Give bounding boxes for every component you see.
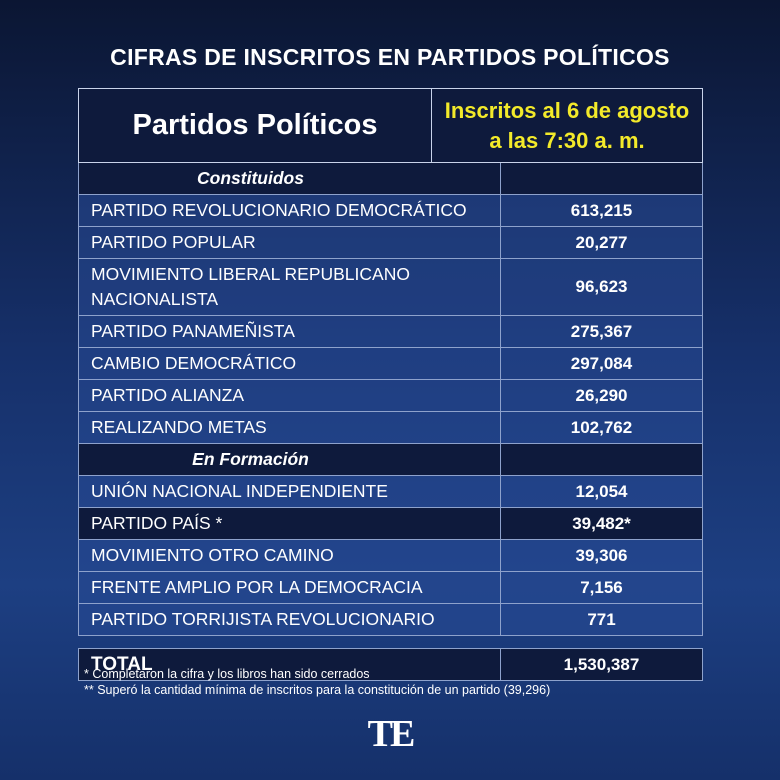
party-count: 96,623	[575, 277, 628, 296]
party-row: PARTIDO PANAMEÑISTA 275,367	[78, 316, 703, 348]
party-name: PARTIDO POPULAR	[79, 227, 501, 258]
party-name: REALIZANDO METAS	[79, 412, 501, 443]
header-party: Partidos Políticos	[79, 89, 432, 162]
party-count: 771	[587, 609, 616, 629]
footnote: ** Superó la cantidad mínima de inscrito…	[84, 683, 551, 697]
party-count: 102,762	[570, 417, 633, 437]
total-label: TOTAL	[79, 649, 501, 680]
party-name: CAMBIO DEMOCRÁTICO	[79, 348, 501, 379]
header-count-line: a las 7:30 a. m.	[489, 127, 645, 153]
party-count: 613,215	[570, 200, 633, 220]
party-count: 297,084	[570, 353, 633, 373]
party-row: UNIÓN NACIONAL INDEPENDIENTE 12,054	[78, 476, 703, 508]
party-name: PARTIDO REVOLUCIONARIO DEMOCRÁTICO	[79, 195, 501, 226]
party-row: MOVIMIENTO OTRO CAMINO 39,306	[78, 540, 703, 572]
party-count: 39,306	[575, 545, 628, 565]
section-row: En Formación	[78, 444, 703, 476]
total-row: TOTAL 1,530,387	[78, 648, 703, 681]
party-row: CAMBIO DEMOCRÁTICO 297,084	[78, 348, 703, 380]
logo: TE	[367, 713, 416, 755]
total-value: 1,530,387	[563, 654, 640, 674]
party-row: MOVIMIENTO LIBERAL REPUBLICANO NACIONALI…	[78, 259, 703, 316]
party-count: 20,277	[575, 232, 628, 252]
party-row: PARTIDO PAÍS * 39,482*	[78, 508, 703, 540]
party-name: MOVIMIENTO LIBERAL REPUBLICANO NACIONALI…	[79, 259, 501, 315]
party-row: FRENTE AMPLIO POR LA DEMOCRACIA 7,156	[78, 572, 703, 604]
party-name: PARTIDO ALIANZA	[79, 380, 501, 411]
title: CIFRAS DE INSCRITOS EN PARTIDOS POLÍTICO…	[110, 44, 670, 70]
party-count: 12,054	[575, 481, 628, 501]
party-name: PARTIDO TORRIJISTA REVOLUCIONARIO	[79, 604, 501, 635]
section-empty	[501, 444, 702, 475]
party-count: 7,156	[580, 577, 623, 597]
table-header: Partidos Políticos Inscritos al 6 de ago…	[78, 88, 703, 163]
party-name: MOVIMIENTO OTRO CAMINO	[79, 540, 501, 571]
section-empty	[501, 163, 702, 194]
party-count: 26,290	[575, 385, 628, 405]
party-name: PARTIDO PANAMEÑISTA	[79, 316, 501, 347]
header-count: Inscritos al 6 de agosto a las 7:30 a. m…	[432, 89, 702, 162]
header-count-line: Inscritos al 6 de agosto	[444, 97, 690, 123]
party-row: PARTIDO ALIANZA 26,290	[78, 380, 703, 412]
party-name: UNIÓN NACIONAL INDEPENDIENTE	[79, 476, 501, 507]
party-name: FRENTE AMPLIO POR LA DEMOCRACIA	[79, 572, 501, 603]
section-label: En Formación	[79, 444, 501, 475]
party-row: PARTIDO TORRIJISTA REVOLUCIONARIO 771	[78, 604, 703, 636]
footnote: * Completaron la cifra y los libros han …	[84, 667, 370, 681]
table: Partidos Políticos Inscritos al 6 de ago…	[78, 88, 703, 681]
party-count: 275,367	[570, 321, 633, 341]
party-row: PARTIDO REVOLUCIONARIO DEMOCRÁTICO 613,21…	[78, 195, 703, 227]
party-row: REALIZANDO METAS 102,762	[78, 412, 703, 444]
party-row: PARTIDO POPULAR 20,277	[78, 227, 703, 259]
footnotes: * Completaron la cifra y los libros han …	[84, 666, 550, 698]
party-count: 39,482*	[572, 513, 631, 533]
section-label: Constituidos	[79, 163, 501, 194]
section-row: Constituidos	[78, 163, 703, 195]
party-name: PARTIDO PAÍS *	[79, 508, 501, 539]
